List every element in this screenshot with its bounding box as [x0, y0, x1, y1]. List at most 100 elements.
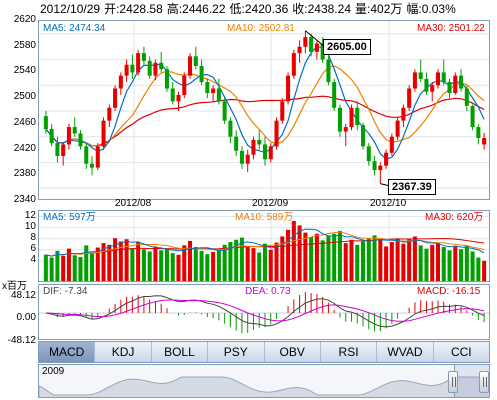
volume-bar: [193, 247, 198, 281]
candle-body: [124, 64, 129, 76]
price-y-tick: 2540: [13, 65, 36, 77]
volume-bar: [228, 242, 233, 281]
volume-y-tick: 8: [30, 231, 36, 243]
candle: [199, 59, 204, 86]
candle-body: [164, 69, 169, 89]
tab-wvad[interactable]: WVAD: [377, 342, 434, 362]
candle-body: [482, 138, 487, 145]
volume-bar: [124, 239, 129, 281]
volume-bar: [55, 250, 60, 281]
volume-bar: [395, 238, 400, 281]
price-y-tick: 2500: [13, 91, 36, 103]
volume-chart-panel[interactable]: MA5: 597万 MA10: 589万 MA30: 620万: [38, 210, 490, 282]
candle: [389, 133, 394, 156]
candle: [372, 156, 377, 176]
volume-bar: [459, 249, 464, 281]
candle: [286, 72, 291, 105]
tab-macd[interactable]: MACD: [39, 342, 96, 362]
macd-chart-panel[interactable]: DIF: -7.34 DEA: 0.73 MACD: -16.15: [38, 284, 490, 340]
volume-bar: [153, 246, 158, 281]
tab-rsi[interactable]: RSI: [321, 342, 378, 362]
price-x-tick: 2012/08: [115, 198, 152, 209]
volume-bar: [291, 220, 296, 281]
candle: [355, 101, 360, 131]
candle-body: [332, 82, 337, 108]
candle: [441, 59, 446, 86]
volume-bar: [464, 245, 469, 281]
candle-body: [147, 60, 152, 76]
volume-bar: [141, 249, 146, 281]
candle: [453, 72, 458, 95]
tab-obv[interactable]: OBV: [265, 342, 321, 362]
candle-body: [349, 107, 354, 128]
volume-bar: [61, 255, 66, 281]
time-range-navigator[interactable]: 2009: [38, 364, 490, 398]
candle: [291, 49, 296, 79]
volume-bar: [476, 257, 481, 281]
volume-bar: [262, 243, 268, 281]
candle-body: [366, 146, 371, 162]
candle-body: [84, 146, 89, 164]
candle: [297, 40, 302, 63]
navigator-left-handle[interactable]: [448, 371, 458, 393]
candle: [101, 117, 106, 150]
volume-bar: [89, 252, 95, 281]
quote-high: 2446.22: [182, 2, 226, 16]
volume-bar: [378, 239, 383, 281]
volume-bar: [43, 254, 48, 281]
candle: [257, 130, 262, 150]
navigator-year-label: 2009: [42, 366, 65, 377]
quote-low-label: 低:: [229, 2, 245, 16]
candle-body: [222, 101, 227, 121]
candle-body: [216, 88, 221, 102]
candle: [84, 143, 89, 169]
candle: [268, 143, 273, 163]
volume-bar: [268, 249, 273, 281]
candle: [482, 132, 487, 150]
candle-body: [343, 127, 348, 132]
volume-bar: [188, 240, 193, 281]
volume-bar: [164, 248, 169, 281]
candle: [49, 123, 54, 147]
candle-body: [49, 129, 54, 144]
tab-kdj[interactable]: KDJ: [95, 342, 152, 362]
candle-body: [378, 165, 383, 171]
volume-bar: [49, 257, 54, 281]
volume-bar: [199, 250, 204, 281]
tab-cci[interactable]: CCI: [450, 345, 472, 359]
navigator-right-handle[interactable]: [479, 371, 489, 393]
volume-bar: [303, 232, 308, 281]
volume-bar: [107, 244, 112, 281]
volume-bar: [447, 250, 452, 281]
candle: [366, 143, 371, 166]
candle-body: [193, 56, 198, 66]
candle: [170, 82, 175, 105]
high-marker-leader: [305, 30, 326, 48]
volume-bar: [113, 238, 118, 281]
candle-body: [234, 136, 239, 151]
candle: [188, 53, 193, 79]
tab-boll[interactable]: BOLL: [152, 342, 209, 362]
volume-bar: [234, 239, 239, 281]
candle: [459, 69, 464, 92]
candle: [72, 117, 77, 137]
candle: [412, 69, 417, 92]
candle-body: [245, 154, 250, 164]
quote-low: 2420.36: [244, 2, 289, 16]
price-chart-panel[interactable]: MA5: 2474.34 MA10: 2502.81 MA30: 2501.22…: [38, 20, 490, 200]
candle-body: [291, 53, 296, 76]
volume-bar: [430, 244, 435, 281]
candle: [435, 69, 441, 89]
candle: [216, 78, 221, 105]
volume-bar: [384, 246, 389, 281]
candle-body: [286, 75, 291, 102]
price-chart-svg: [39, 21, 489, 199]
candle-body: [95, 146, 100, 168]
candle: [211, 85, 216, 102]
quote-open: 2428.58: [119, 2, 163, 16]
tab-psy[interactable]: PSY: [208, 342, 265, 362]
candle-body: [412, 72, 417, 89]
candle: [153, 59, 158, 81]
volume-bar: [407, 239, 412, 281]
candle-body: [453, 75, 458, 93]
